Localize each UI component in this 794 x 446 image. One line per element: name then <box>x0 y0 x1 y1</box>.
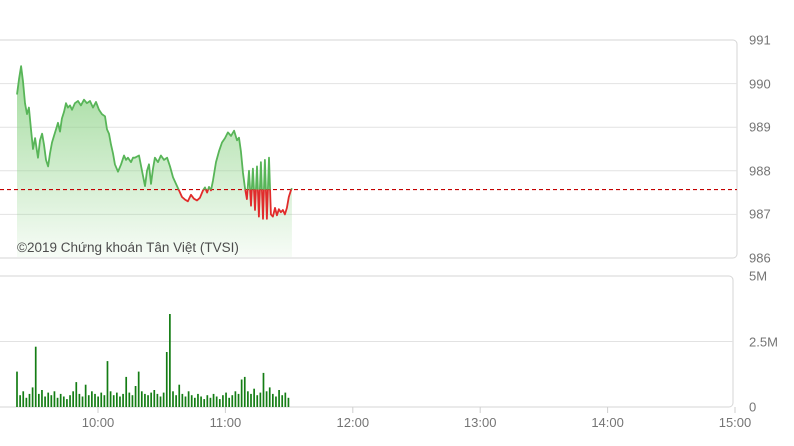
volume-bar <box>215 396 218 407</box>
volume-bar <box>94 393 96 407</box>
volume-bar <box>25 397 28 407</box>
volume-bar <box>256 395 259 407</box>
volume-bar <box>162 392 165 407</box>
volume-bar <box>119 396 121 407</box>
volume-bar <box>87 395 90 407</box>
volume-bar <box>278 390 280 407</box>
volume-bar <box>203 399 206 407</box>
volume-bar <box>19 395 21 407</box>
volume-bar <box>178 384 181 407</box>
volume-bar <box>28 393 31 407</box>
volume-bar <box>91 391 93 407</box>
volume-bar <box>265 391 268 407</box>
volume-bar <box>69 395 71 407</box>
volume-bar <box>16 371 18 407</box>
volume-bar <box>137 371 140 407</box>
volume-bar <box>259 392 262 407</box>
price-line-up <box>16 65 293 190</box>
volume-bar <box>247 391 249 407</box>
volume-bar <box>175 395 177 407</box>
volume-bar <box>200 396 202 407</box>
volume-bar <box>193 397 196 407</box>
volume-bar <box>253 388 255 407</box>
volume-bar <box>284 392 287 407</box>
volume-bar <box>134 386 137 407</box>
volume-bar <box>131 395 134 407</box>
volume-bar <box>81 396 84 407</box>
volume-bar <box>31 387 34 407</box>
volume-bar <box>225 392 227 407</box>
volume-bar <box>240 379 243 407</box>
volume-bar <box>262 372 265 407</box>
volume-bar <box>209 397 212 407</box>
volume-bar <box>222 395 224 407</box>
volume-bar <box>153 390 156 407</box>
volume-bar <box>144 393 146 407</box>
volume-bar <box>275 396 277 407</box>
volume-bar <box>106 361 109 407</box>
volume-bar <box>268 387 271 407</box>
volume-bar <box>150 392 153 407</box>
volume-bar <box>44 396 46 407</box>
volume-bar <box>156 393 159 407</box>
volume-bar <box>37 393 40 407</box>
volume-bar <box>53 391 56 407</box>
volume-bar <box>62 396 65 407</box>
volume-bar <box>218 399 221 407</box>
volume-bar <box>243 376 246 407</box>
volume-bar <box>181 393 184 407</box>
volume-bar <box>287 397 290 407</box>
volume-bar <box>56 397 59 407</box>
volume-bar <box>212 393 215 407</box>
volume-bar <box>72 391 75 407</box>
volume-bar <box>172 391 174 407</box>
volume-bar <box>34 346 37 407</box>
volume-bar <box>122 393 124 407</box>
volume-bar <box>165 352 168 407</box>
volume-bar <box>231 395 234 407</box>
volume-bar <box>22 391 25 407</box>
volume-bar <box>190 395 193 407</box>
volume-bar <box>59 393 62 407</box>
volume-bar <box>125 376 128 407</box>
volume-bar <box>97 396 99 407</box>
volume-bar <box>237 393 240 407</box>
volume-bar <box>66 399 68 407</box>
volume-bar <box>187 391 190 407</box>
volume-bar <box>140 391 143 407</box>
volume-bar <box>184 396 187 407</box>
volume-bar <box>115 392 118 407</box>
volume-bar <box>75 382 78 407</box>
volume-bar <box>78 393 81 407</box>
volume-bar <box>112 395 115 407</box>
volume-bar <box>197 393 199 407</box>
volume-bar <box>47 392 50 407</box>
volume-bar <box>103 395 106 407</box>
volume-bar <box>228 397 231 407</box>
volume-bar <box>250 393 252 407</box>
volume-bar <box>109 391 112 407</box>
volume-bar <box>169 314 171 407</box>
volume-bar <box>147 395 149 407</box>
volume-bar <box>234 391 237 407</box>
volume-bar <box>41 390 43 407</box>
copyright-text: ©2019 Chứng khoán Tân Việt (TVSI) <box>17 240 239 255</box>
volume-bar <box>50 395 53 407</box>
volume-bar <box>159 396 162 407</box>
volume-bar <box>271 393 274 407</box>
volume-bars <box>16 314 290 407</box>
volume-bar <box>100 392 103 407</box>
volume-bar <box>281 395 284 407</box>
price-pane <box>0 39 738 259</box>
volume-bar <box>206 395 209 407</box>
volume-bar <box>84 384 87 407</box>
volume-bar <box>128 392 131 407</box>
